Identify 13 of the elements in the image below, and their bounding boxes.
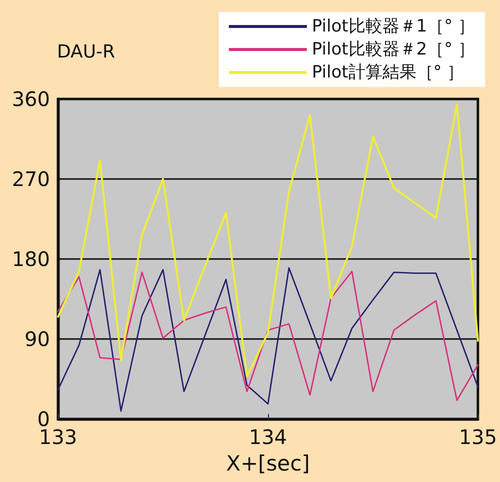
y-tick-label: 270 <box>12 167 50 191</box>
x-tick-label: 134 <box>248 425 288 449</box>
y-tick-label: 90 <box>24 327 50 351</box>
line-series <box>57 103 479 378</box>
x-axis-title: X+[sec] <box>226 452 310 476</box>
chart-title: DAU-R <box>57 42 116 62</box>
y-tick-label: 180 <box>12 247 50 271</box>
x-tick-label: 135 <box>458 425 498 449</box>
legend-label: Pilot比較器＃1［° ］ <box>312 16 476 36</box>
x-tick-label: 133 <box>38 425 78 449</box>
legend-label: Pilot比較器＃2［° ］ <box>312 40 476 60</box>
y-tick-label: 360 <box>12 87 50 111</box>
legend-label: Pilot計算結果［° ］ <box>312 62 464 82</box>
